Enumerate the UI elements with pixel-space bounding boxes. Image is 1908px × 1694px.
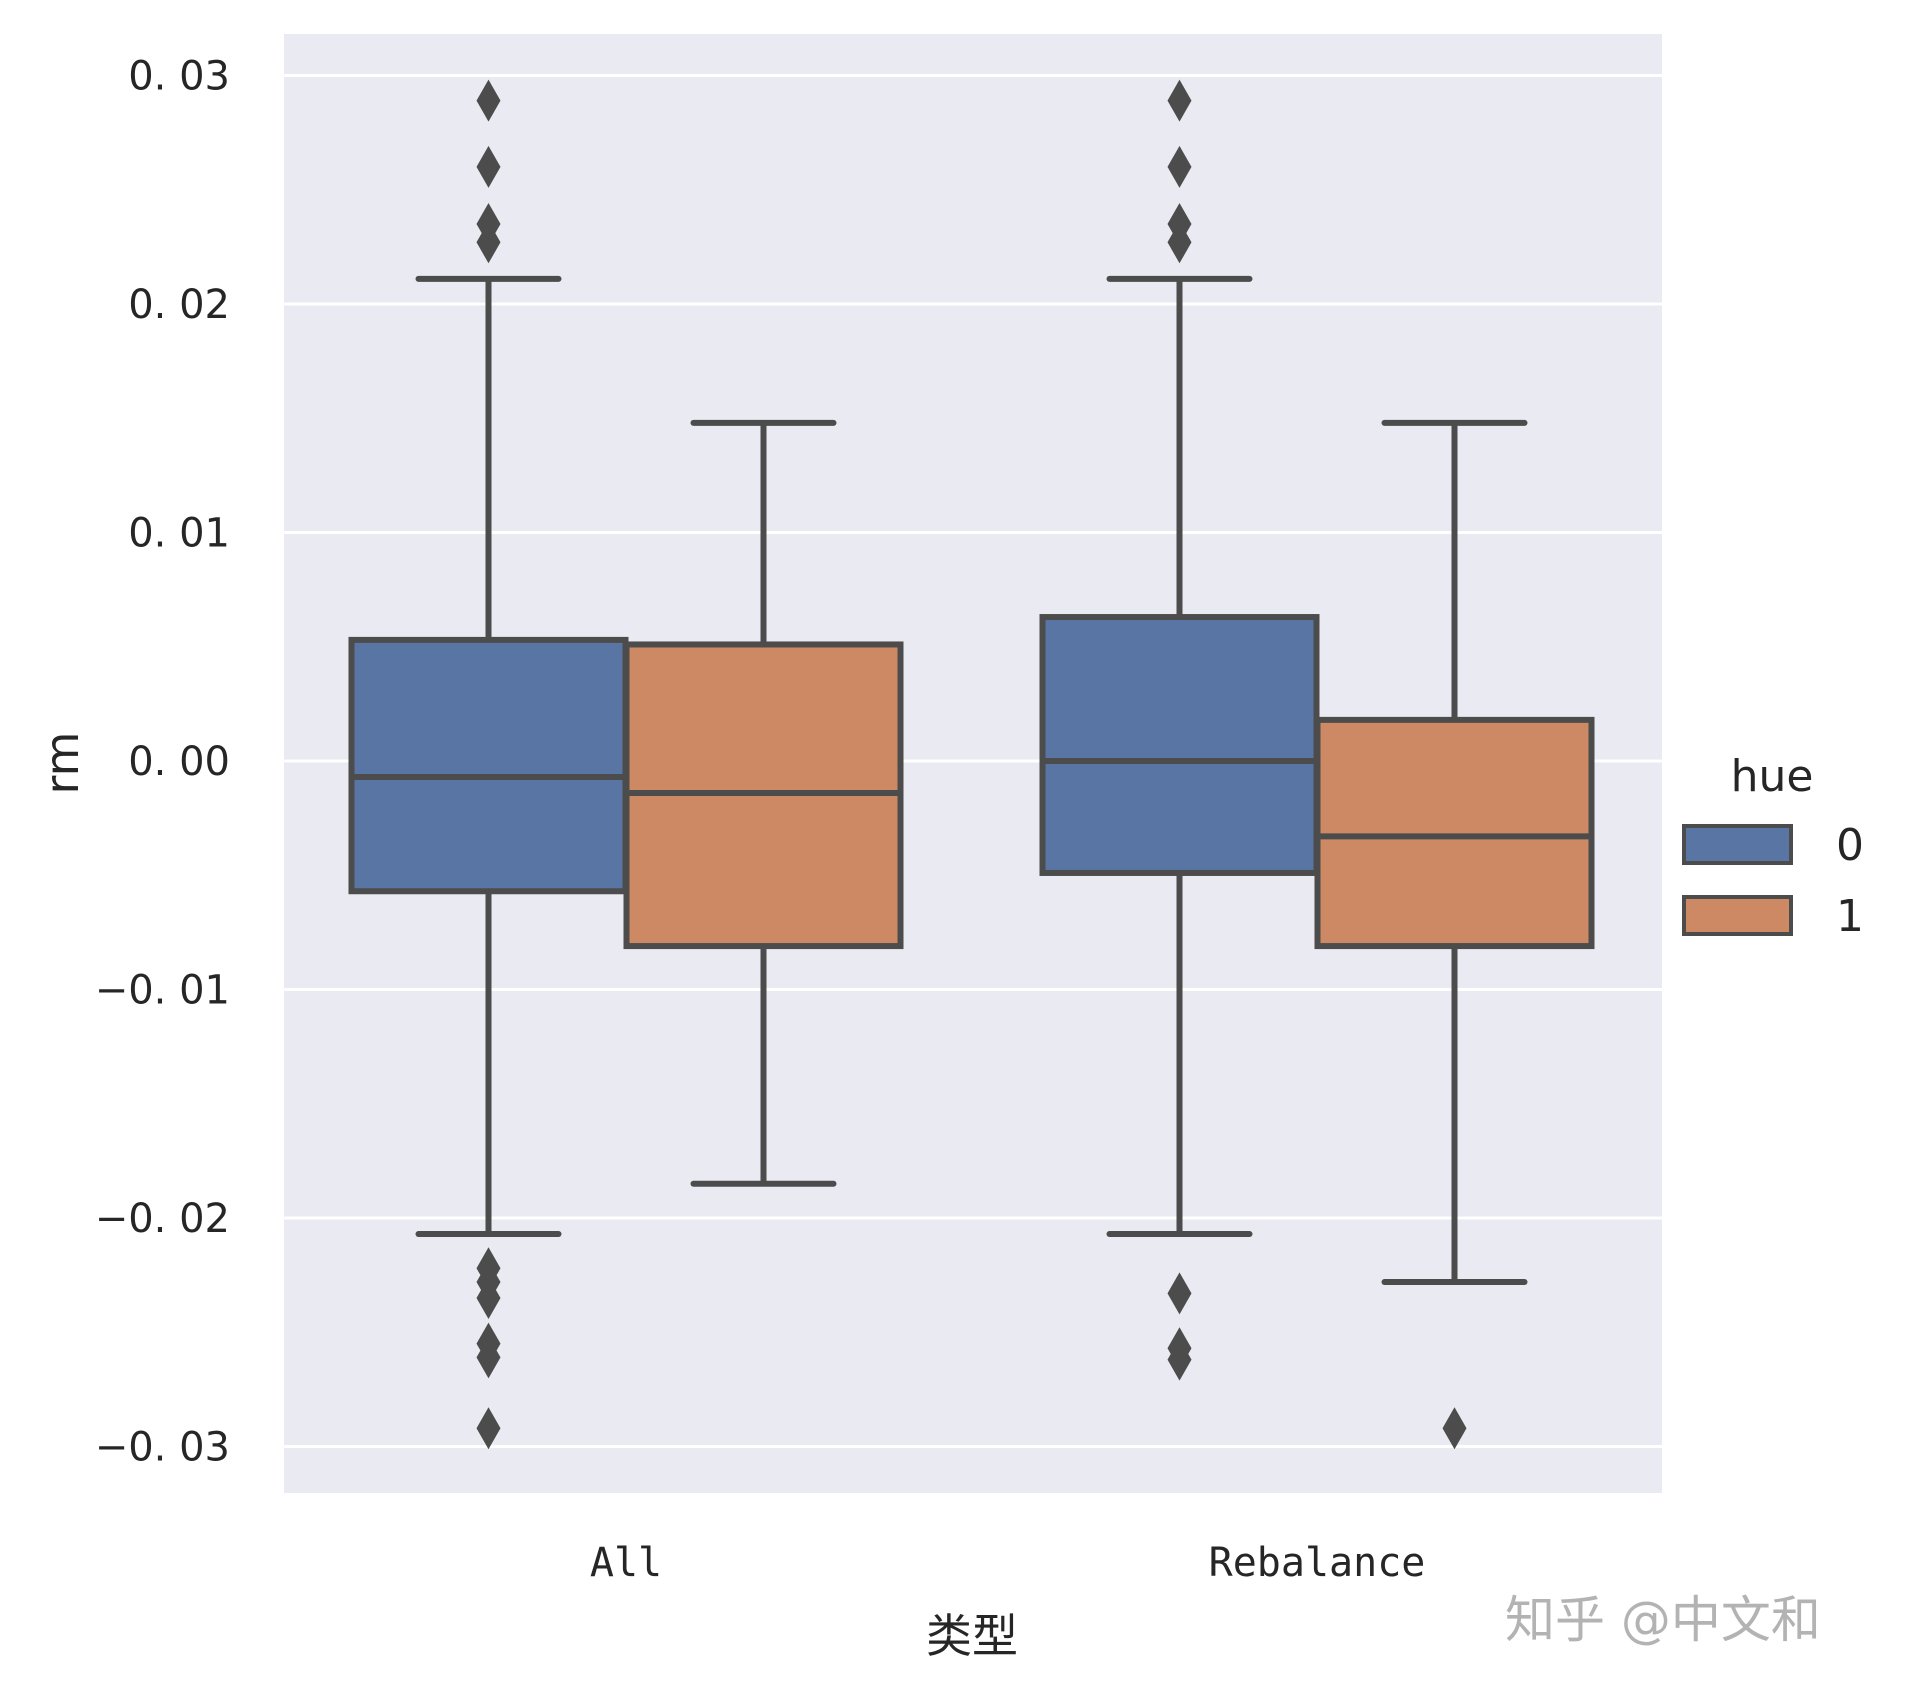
outlier-diamond-icon <box>1167 1338 1192 1381</box>
box-rebalance-hue-1 <box>1314 419 1595 1450</box>
y-tick-label: 0. 00 <box>128 739 230 785</box>
x-axis-title: 类型 <box>926 1609 1018 1663</box>
x-tick-label: All <box>590 1540 662 1586</box>
outlier-diamond-icon <box>476 1276 501 1319</box>
y-tick-label: 0. 03 <box>128 54 230 100</box>
y-axis-tick-labels: −0. 03 −0. 02 −0. 01 0. 00 0. 01 0. 02 0. 03 <box>95 54 230 1471</box>
legend-swatch-0 <box>1682 824 1793 865</box>
x-axis-tick-labels: All Rebalance <box>590 1540 1426 1586</box>
x-tick-label: Rebalance <box>1209 1540 1426 1586</box>
y-tick-label: 0. 01 <box>128 511 230 557</box>
iqr-box <box>348 636 629 895</box>
legend-title: hue <box>1731 751 1814 802</box>
y-tick-label: −0. 03 <box>95 1425 230 1471</box>
box-rebalance-hue-0 <box>1039 79 1320 1381</box>
box-plot-boxes <box>348 79 1595 1450</box>
iqr-box <box>1314 716 1595 950</box>
box-all-hue-1 <box>623 419 904 1187</box>
legend: hue 0 1 <box>1682 751 1864 942</box>
legend-label-0: 0 <box>1836 820 1864 871</box>
legend-label-1: 1 <box>1836 891 1864 942</box>
outlier-diamond-icon <box>476 221 501 264</box>
outlier-diamond-icon <box>1442 1407 1467 1450</box>
y-tick-label: −0. 01 <box>95 968 230 1014</box>
outlier-diamond-icon <box>476 145 501 188</box>
outlier-diamond-icon <box>476 79 501 122</box>
outlier-diamond-icon <box>476 1407 501 1450</box>
y-tick-label: 0. 02 <box>128 282 230 328</box>
outlier-diamond-icon <box>1167 79 1192 122</box>
y-axis-title: rm <box>35 732 89 795</box>
y-tick-label: −0. 02 <box>95 1196 230 1242</box>
legend-swatch-1 <box>1682 895 1793 936</box>
watermark: 知乎 @中文和 <box>1505 1591 1821 1649</box>
iqr-box <box>1039 614 1320 876</box>
outlier-diamond-icon <box>1167 1272 1192 1315</box>
outlier-diamond-icon <box>1167 221 1192 264</box>
outlier-diamond-icon <box>476 1336 501 1379</box>
outlier-diamond-icon <box>1167 145 1192 188</box>
